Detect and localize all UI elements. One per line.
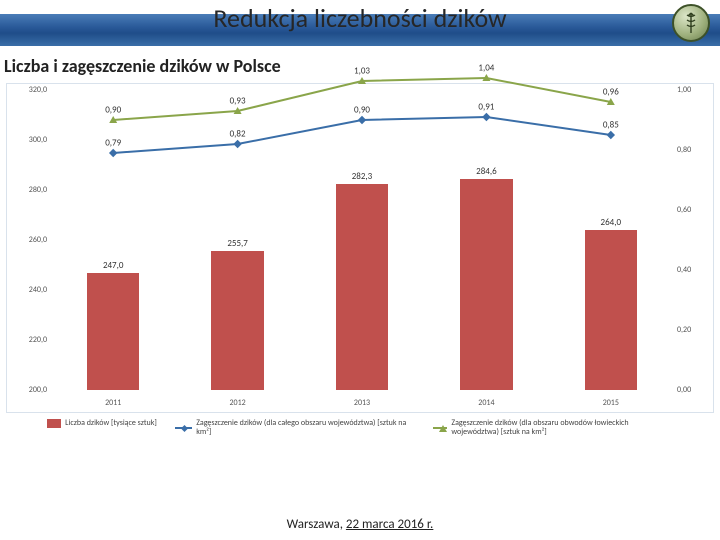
bar-value-label: 282,3 <box>352 171 373 182</box>
legend-label: Liczba dzików [tysiące sztuk] <box>65 419 157 428</box>
legend-swatch-line2 <box>433 427 448 429</box>
crest-logo <box>672 4 710 42</box>
slide: Redukcja liczebności dzików Liczba i zag… <box>0 0 720 540</box>
y-left-tick: 200,0 <box>7 385 47 395</box>
bar-value-label: 247,0 <box>103 260 124 271</box>
y-right-tick: 0,80 <box>677 145 713 155</box>
bar <box>460 179 512 391</box>
line-value-label: 0,96 <box>603 87 619 98</box>
bar-value-label: 284,6 <box>476 166 497 177</box>
combo-chart: 247,0255,7282,3284,6264,00,900,931,031,0… <box>6 83 714 413</box>
legend-label: Zagęszczenie dzików (dla obszaru obwodów… <box>451 419 672 437</box>
footer: Warszawa, 22 marca 2016 r. <box>0 511 720 540</box>
footer-date: 22 marca 2016 r. <box>346 517 433 532</box>
line-value-label: 0,79 <box>105 138 121 149</box>
bar <box>336 184 388 390</box>
page-title: Redukcja liczebności dzików <box>0 0 720 34</box>
caduceus-icon <box>679 11 703 35</box>
y-right-tick: 0,00 <box>677 385 713 395</box>
line-value-label: 0,90 <box>354 105 370 116</box>
y-left-tick: 260,0 <box>7 235 47 245</box>
line-value-label: 0,93 <box>230 96 246 107</box>
header: Redukcja liczebności dzików <box>0 0 720 46</box>
y-left-tick: 300,0 <box>7 135 47 145</box>
y-left-tick: 240,0 <box>7 285 47 295</box>
bar-value-label: 255,7 <box>227 238 248 249</box>
legend-label: Zagęszczenie dzików (dla całego obszaru … <box>196 419 415 437</box>
legend-swatch-line1 <box>175 427 192 429</box>
line-value-label: 0,90 <box>105 105 121 116</box>
y-right-tick: 1,00 <box>677 85 713 95</box>
line-value-label: 1,04 <box>478 63 494 74</box>
y-left-tick: 220,0 <box>7 335 47 345</box>
bar <box>585 230 637 390</box>
x-tick: 2013 <box>354 398 370 408</box>
legend-line-green: Zagęszczenie dzików (dla obszaru obwodów… <box>433 419 673 437</box>
bar-value-label: 264,0 <box>601 217 622 228</box>
y-left-tick: 320,0 <box>7 85 47 95</box>
y-right-tick: 0,20 <box>677 325 713 335</box>
line-value-label: 0,85 <box>603 120 619 131</box>
x-tick: 2014 <box>478 398 494 408</box>
bar <box>211 251 263 390</box>
line-value-label: 0,91 <box>478 102 494 113</box>
chart-container: 247,0255,7282,3284,6264,00,900,931,031,0… <box>0 79 720 511</box>
legend: Liczba dzików [tysiące sztuk] Zagęszczen… <box>6 413 714 441</box>
bar <box>87 273 139 391</box>
plot-area: 247,0255,7282,3284,6264,00,900,931,031,0… <box>51 90 673 390</box>
line-value-label: 1,03 <box>354 66 370 77</box>
line-value-label: 0,82 <box>230 129 246 140</box>
y-right-tick: 0,60 <box>677 205 713 215</box>
y-left-tick: 280,0 <box>7 185 47 195</box>
legend-bar: Liczba dzików [tysiące sztuk] <box>47 419 157 428</box>
footer-place: Warszawa, <box>287 517 343 532</box>
x-tick: 2015 <box>603 398 619 408</box>
y-right-tick: 0,40 <box>677 265 713 275</box>
x-tick: 2012 <box>229 398 245 408</box>
legend-swatch-bar <box>47 419 61 428</box>
legend-line-blue: Zagęszczenie dzików (dla całego obszaru … <box>175 419 415 437</box>
x-tick: 2011 <box>105 398 121 408</box>
